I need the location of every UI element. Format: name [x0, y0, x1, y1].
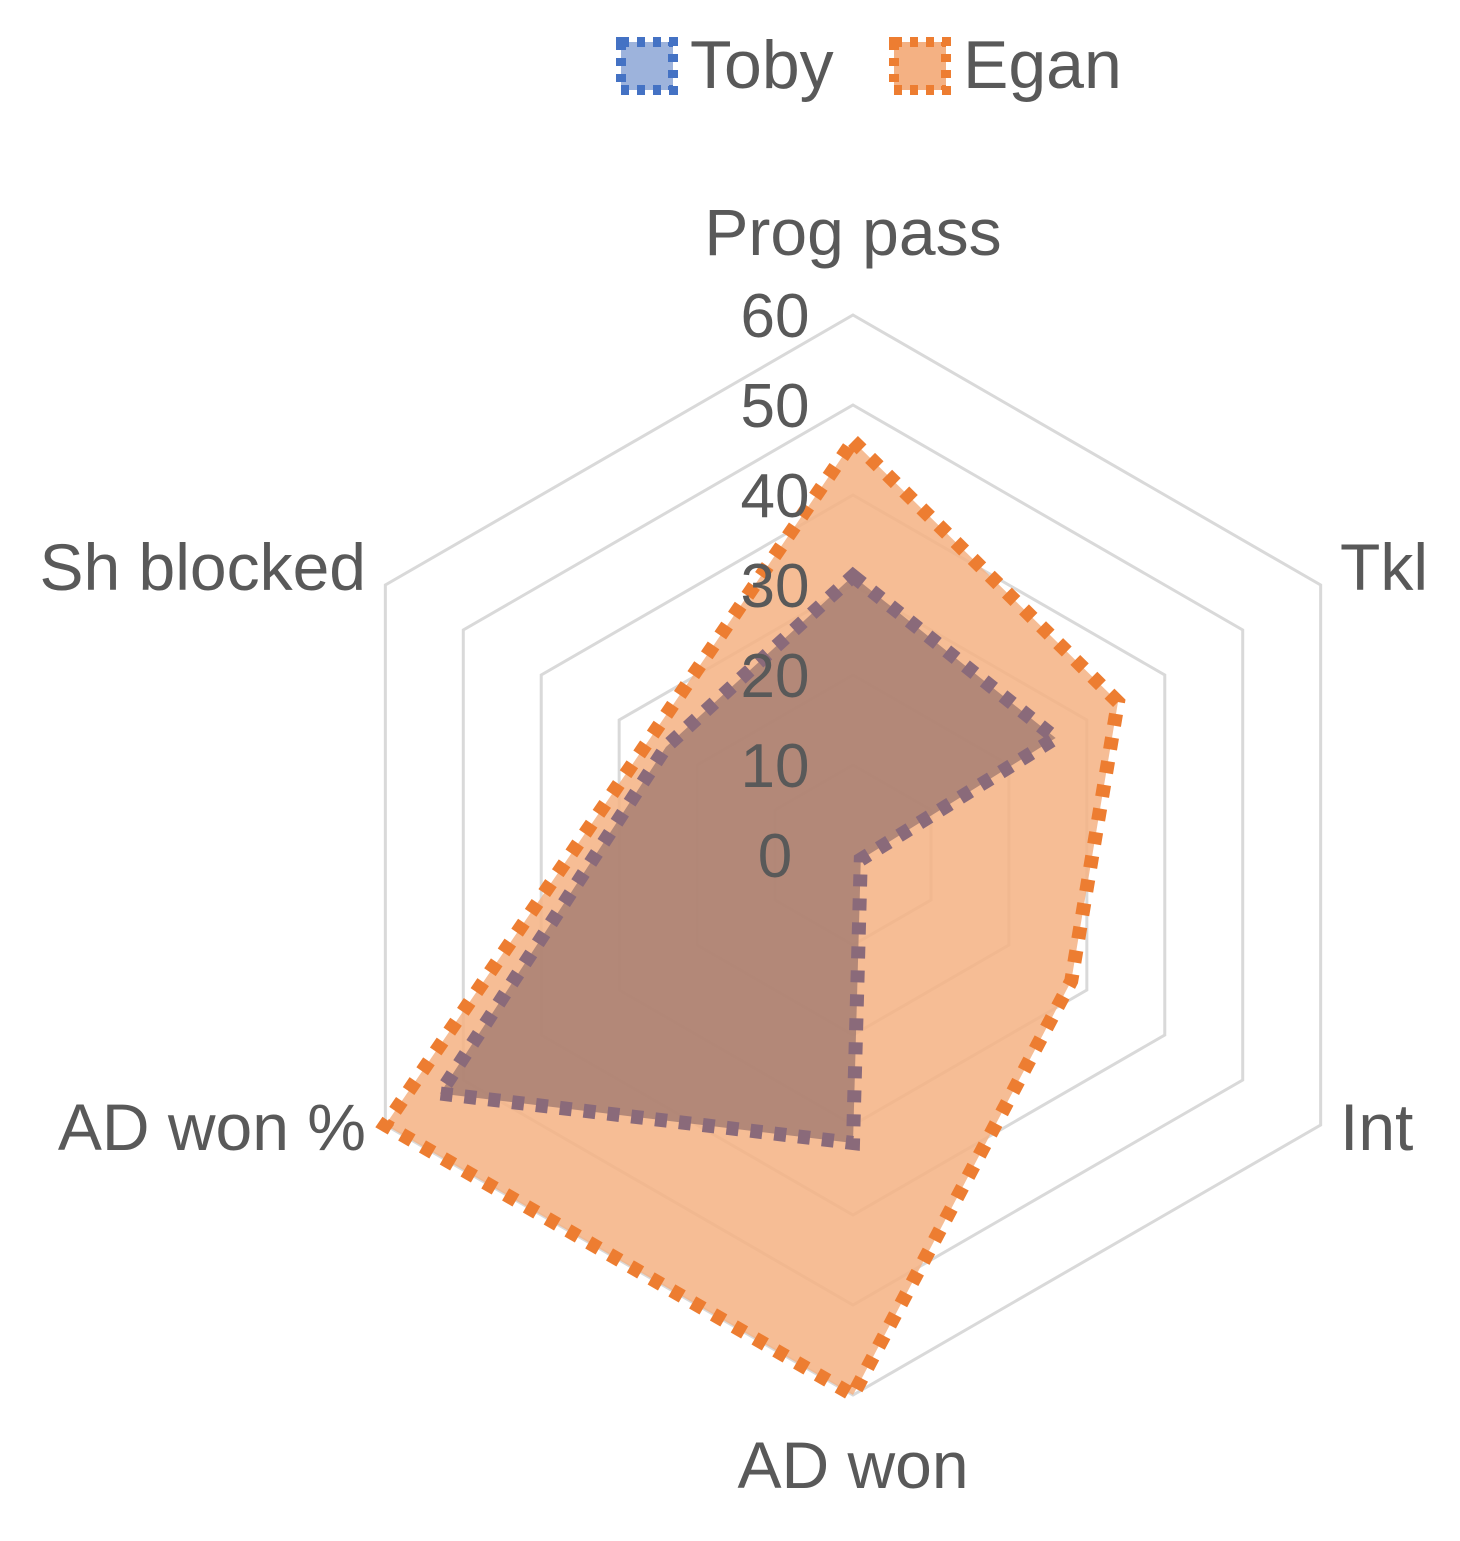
category-label: Tkl [1340, 530, 1428, 604]
category-label: AD won [737, 1428, 968, 1502]
legend-swatch-toby [616, 37, 678, 95]
tick-label: 50 [741, 372, 810, 441]
radial-tick-labels: 0 10 20 30 40 50 60 [741, 282, 810, 891]
tick-label: 20 [741, 642, 810, 711]
category-labels: Prog pass Tkl Int AD won AD won % Sh blocked [39, 195, 1428, 1502]
tick-label: 30 [741, 552, 810, 621]
tick-label: 0 [758, 822, 792, 891]
category-label: Int [1340, 1090, 1413, 1164]
tick-label: 40 [741, 462, 810, 531]
tick-label: 60 [741, 282, 810, 351]
category-label: Sh blocked [39, 530, 366, 604]
tick-label: 10 [741, 732, 810, 801]
legend-label-toby: Toby [690, 27, 834, 103]
category-label: AD won % [58, 1090, 366, 1164]
legend-label-egan: Egan [963, 27, 1122, 103]
series-area-toby [427, 566, 1068, 1151]
radar-series [375, 430, 1126, 1405]
category-label: Prog pass [704, 195, 1001, 269]
legend-swatch-egan [889, 37, 951, 95]
legend: Toby Egan [616, 27, 1122, 103]
